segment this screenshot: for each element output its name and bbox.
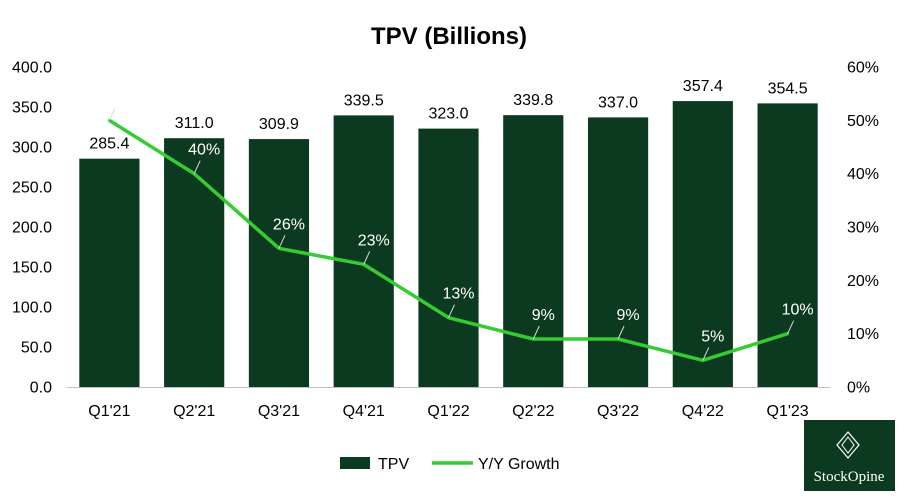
y-left-tick-label: 250.0	[12, 180, 52, 197]
tpv-bar	[333, 115, 394, 388]
legend-growth-label: Y/Y Growth	[478, 456, 560, 473]
tpv-bar-label: 339.5	[344, 92, 384, 109]
x-tick-label: Q4'22	[682, 403, 724, 420]
y-right-tick-label: 40%	[847, 166, 879, 183]
growth-label: 40%	[188, 142, 220, 159]
growth-label: 26%	[273, 216, 305, 233]
tpv-bar-label: 339.8	[513, 92, 553, 109]
x-axis: Q1'21 Q2'21 Q3'21 Q4'21 Q1'22 Q2'22 Q3'22 Q4'22…	[88, 403, 809, 420]
tpv-bar-label: 354.5	[768, 80, 808, 97]
x-tick-label: Q3'22	[597, 403, 639, 420]
growth-label: 50%	[93, 95, 125, 112]
growth-leader-line	[448, 304, 455, 318]
growth-leader-line	[108, 107, 116, 121]
x-tick-label: Q1'21	[88, 403, 130, 420]
tpv-bar	[79, 158, 140, 387]
legend-tpv-swatch	[340, 457, 370, 469]
tpv-bar	[418, 128, 479, 387]
growth-label: 5%	[701, 328, 724, 345]
y-right-tick-label: 50%	[847, 113, 879, 130]
tpv-bar	[587, 117, 649, 388]
tpv-bar	[164, 138, 225, 387]
y-left-tick-label: 150.0	[12, 260, 52, 277]
y-right-tick-label: 10%	[847, 326, 879, 343]
y-left-tick-label: 0.0	[30, 380, 52, 397]
x-tick-label: Q2'22	[512, 403, 554, 420]
tpv-bar-label: 323.0	[428, 106, 468, 123]
growth-leader-line	[787, 320, 795, 334]
x-tick-label: Q1'23	[767, 403, 809, 420]
y-left-tick-label: 100.0	[12, 300, 52, 317]
growth-label: 13%	[442, 286, 474, 303]
growth-label: 10%	[782, 302, 814, 319]
growth-leader-line	[617, 325, 625, 340]
chart-title: TPV (Billions)	[371, 23, 527, 50]
y-left-tick-label: 400.0	[12, 60, 52, 77]
tpv-bar	[503, 115, 564, 387]
growth-leader-line	[532, 325, 540, 340]
tpv-bar	[672, 101, 733, 387]
bar-series: 285.4 311.0 309.9 339.5 323.0 339.8 337.0 357.4…	[79, 78, 818, 388]
y-left-tick-label: 300.0	[12, 140, 52, 157]
y-left-axis: 0.0 50.0 100.0 150.0 200.0 250.0 300.0 350.0 400…	[12, 60, 52, 397]
y-right-tick-label: 20%	[847, 273, 879, 290]
x-tick-label: Q2'21	[173, 403, 215, 420]
tpv-bar-label: 337.0	[598, 94, 638, 111]
x-tick-label: Q1'22	[427, 403, 469, 420]
logo-inner-diamond-icon	[841, 436, 855, 454]
legend: TPV Y/Y Growth	[340, 456, 560, 473]
growth-leader-line	[193, 160, 201, 174]
growth-leader-line	[278, 235, 286, 249]
growth-leader-line	[363, 251, 371, 265]
growth-leader-line	[702, 347, 710, 361]
tpv-bar-label: 285.4	[89, 136, 129, 153]
x-tick-label: Q3'21	[258, 403, 300, 420]
y-left-tick-label: 200.0	[12, 220, 52, 237]
y-right-tick-label: 60%	[847, 60, 879, 77]
tpv-bar-label: 309.9	[259, 116, 299, 133]
stockopine-logo: StockOpine	[804, 420, 895, 491]
tpv-bar-label: 357.4	[683, 78, 723, 95]
growth-label: 9%	[616, 307, 639, 324]
logo-diamond-icon	[836, 431, 860, 459]
y-right-axis: 0% 10% 20% 30% 40% 50% 60%	[847, 60, 879, 397]
tpv-bar	[248, 139, 310, 387]
growth-label: 23%	[358, 232, 390, 249]
growth-label: 9%	[532, 307, 555, 324]
tpv-bar-label: 311.0	[175, 115, 214, 132]
legend-tpv-label: TPV	[378, 456, 409, 473]
y-left-tick-label: 350.0	[12, 100, 52, 117]
logo-text: StockOpine	[814, 469, 885, 485]
y-right-tick-label: 0%	[847, 380, 870, 397]
y-right-tick-label: 30%	[847, 220, 879, 237]
line-series: 50% 40% 26% 23% 13% 9% 9% 5% 10%	[93, 95, 814, 363]
y-left-tick-label: 50.0	[21, 340, 52, 357]
tpv-bar	[757, 103, 818, 388]
x-tick-label: Q4'21	[343, 403, 385, 420]
